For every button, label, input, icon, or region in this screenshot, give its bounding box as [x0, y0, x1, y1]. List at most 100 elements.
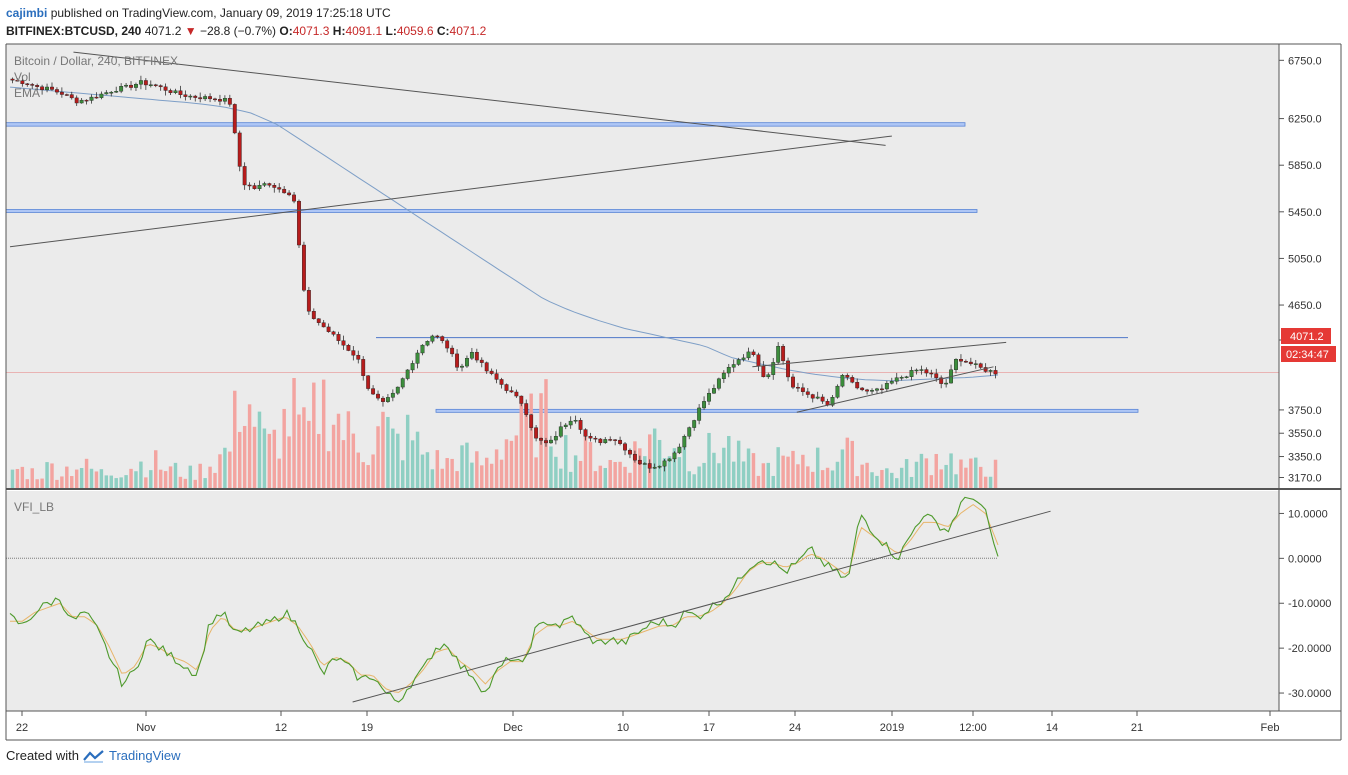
price-tick-label: 3170.0: [1288, 473, 1322, 485]
candle-body: [924, 369, 929, 374]
footer-brand-link[interactable]: TradingView: [108, 748, 181, 763]
candle-body: [524, 403, 529, 415]
vfi-tick-label: 0.0000: [1288, 553, 1322, 565]
price-tick-label: 5050.0: [1288, 253, 1322, 265]
candle-body: [272, 185, 277, 188]
volume-bar: [356, 452, 360, 488]
volume-bar: [84, 458, 89, 488]
candle-body: [963, 361, 968, 363]
candle-body: [603, 439, 608, 444]
volume-bar: [396, 433, 400, 488]
volume-bar: [860, 464, 864, 488]
volume-bar: [568, 471, 573, 488]
volume-bar: [811, 471, 815, 488]
candle-body: [158, 85, 163, 88]
volume-bar: [643, 456, 647, 488]
candle-body: [588, 435, 593, 439]
candle-body: [311, 311, 316, 319]
candle-body: [756, 354, 761, 367]
candle-body: [247, 184, 252, 187]
volume-bar: [761, 463, 766, 488]
candle-body: [549, 439, 553, 444]
volume-bar: [297, 414, 301, 488]
volume-bar: [791, 450, 795, 488]
volume-bar: [964, 467, 968, 488]
ema-path: [9, 86, 999, 382]
last-price: 4071.2: [144, 24, 182, 38]
volume-bar: [149, 470, 153, 488]
candle-body: [445, 340, 450, 349]
candle-body: [163, 86, 168, 91]
volume-bar: [564, 435, 568, 488]
candle-body: [504, 384, 509, 391]
volume-bar: [524, 412, 528, 488]
candle-body: [672, 452, 677, 460]
volume-bar: [351, 433, 356, 488]
volume-bar: [672, 448, 677, 488]
candle-body: [830, 397, 835, 406]
volume-bar: [312, 382, 316, 488]
candle-body: [613, 439, 618, 441]
author-link[interactable]: cajimbi: [6, 6, 48, 20]
candle-body: [385, 397, 390, 402]
volume-bar: [79, 467, 84, 488]
candle-body: [608, 439, 613, 441]
volume-bar: [534, 457, 538, 488]
symbol-label: BITFINEX:BTCUSD, 240: [6, 24, 142, 38]
volume-bar: [929, 475, 934, 488]
volume-bar: [99, 469, 104, 488]
volume-bar: [766, 462, 771, 488]
volume-bar: [341, 440, 346, 488]
candle-body: [489, 370, 494, 374]
volume-bar: [257, 411, 262, 488]
trendline-2: [752, 341, 1007, 368]
volume-bar: [978, 466, 983, 488]
time-tick-label: 19: [361, 722, 373, 734]
volume-bar: [697, 466, 701, 488]
candle-body: [89, 96, 94, 101]
candle-body: [563, 424, 568, 427]
candle-body: [203, 96, 208, 100]
volume-bar: [914, 461, 919, 488]
last-price-tag: [1281, 328, 1331, 344]
volume-bar: [381, 411, 385, 488]
volume-bar: [583, 431, 588, 488]
candle-body: [909, 370, 914, 377]
ema-line: [9, 86, 999, 382]
candle-body: [40, 86, 45, 91]
volume-bar: [415, 431, 420, 488]
vfi-trendline-0: [352, 510, 1051, 703]
candle-body: [870, 390, 874, 392]
volume-bar: [885, 468, 889, 488]
volume-bar: [776, 447, 780, 488]
volume-bar: [287, 436, 291, 488]
candle-body: [198, 97, 203, 100]
volume-bar: [682, 447, 687, 488]
volume-bar: [934, 453, 938, 488]
volume-bar: [109, 475, 113, 488]
candle-body: [796, 387, 800, 389]
volume-bar: [321, 379, 326, 488]
candle-body: [218, 99, 222, 102]
volume-bar: [455, 471, 459, 488]
candle-body: [69, 94, 74, 99]
candle-body: [662, 460, 667, 467]
candle-body: [712, 388, 716, 394]
volume-bar: [20, 466, 25, 488]
price-pane-background: [6, 44, 1279, 488]
candle-body: [376, 393, 380, 399]
candle-body: [677, 446, 682, 454]
candle-body: [514, 391, 519, 397]
volume-bar: [949, 453, 953, 488]
volume-bar: [796, 464, 800, 488]
level-zone-0: [5, 122, 966, 127]
candle-body: [534, 427, 539, 439]
candle-body: [395, 386, 400, 394]
high-value: 4091.1: [345, 24, 383, 38]
volume-bar: [104, 475, 109, 488]
volume-bar: [944, 464, 948, 488]
candle-body: [10, 78, 15, 81]
volume-bar: [242, 425, 247, 488]
candle-body: [593, 437, 598, 440]
